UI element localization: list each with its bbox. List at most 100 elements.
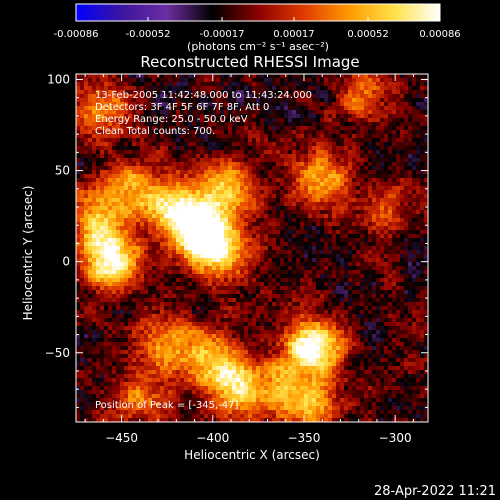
heatmap-cell	[420, 126, 425, 131]
heatmap-cell	[80, 158, 85, 163]
heatmap-cell	[96, 90, 101, 95]
heatmap-cell	[304, 138, 309, 143]
heatmap-cell	[100, 126, 105, 131]
heatmap-cell	[292, 238, 297, 243]
heatmap-cell	[172, 126, 177, 131]
heatmap-cell	[180, 238, 185, 243]
colorbar-tick-label: -0.00052	[125, 29, 170, 40]
heatmap-cell	[160, 210, 165, 215]
heatmap-cell	[348, 210, 353, 215]
heatmap-cell	[104, 134, 109, 139]
heatmap-cell	[124, 182, 129, 187]
heatmap-cell	[376, 158, 381, 163]
heatmap-cell	[360, 134, 365, 139]
heatmap-cell	[176, 110, 181, 115]
heatmap-cell	[184, 138, 189, 143]
heatmap-cell	[228, 190, 233, 195]
heatmap-cell	[92, 146, 97, 151]
heatmap-cell	[100, 194, 105, 199]
heatmap-cell	[412, 174, 417, 179]
heatmap-cell	[76, 218, 81, 223]
heatmap-cell	[84, 146, 89, 151]
heatmap-cell	[148, 238, 153, 243]
heatmap-cell	[84, 270, 89, 275]
heatmap-cell	[396, 122, 401, 127]
heatmap-cell	[260, 214, 265, 219]
heatmap-cell	[108, 150, 113, 155]
heatmap-cell	[420, 166, 425, 171]
heatmap-cell	[100, 238, 105, 243]
heatmap-cell	[168, 166, 173, 171]
heatmap-cell	[224, 102, 229, 107]
heatmap-cell	[248, 194, 253, 199]
heatmap-cell	[264, 158, 269, 163]
heatmap-cell	[296, 286, 301, 291]
heatmap-cell	[92, 278, 97, 283]
heatmap-cell	[88, 194, 93, 199]
heatmap-cell	[276, 250, 281, 255]
heatmap-cell	[152, 114, 157, 119]
heatmap-cell	[228, 206, 233, 211]
heatmap-cell	[156, 262, 161, 267]
heatmap-cell	[276, 214, 281, 219]
heatmap-cell	[360, 90, 365, 95]
heatmap-cell	[184, 278, 189, 283]
heatmap-cell	[300, 282, 305, 287]
heatmap-cell	[304, 122, 309, 127]
heatmap-cell	[144, 138, 149, 143]
heatmap-cell	[408, 94, 413, 99]
heatmap-cell	[424, 142, 428, 147]
heatmap-cell	[216, 258, 221, 263]
heatmap-cell	[260, 142, 265, 147]
heatmap-cell	[96, 262, 101, 267]
heatmap-cell	[420, 278, 425, 283]
heatmap-cell	[296, 182, 301, 187]
heatmap-cell	[96, 270, 101, 275]
heatmap-cell	[84, 182, 89, 187]
heatmap-cell	[216, 162, 221, 167]
heatmap-cell	[116, 254, 121, 259]
heatmap-cell	[76, 230, 81, 235]
heatmap-cell	[388, 230, 393, 235]
heatmap-cell	[212, 250, 217, 255]
heatmap-cell	[284, 246, 289, 251]
heatmap-cell	[224, 278, 229, 283]
heatmap-cell	[400, 74, 405, 79]
heatmap-cell	[164, 234, 169, 239]
heatmap-cell	[160, 242, 165, 247]
heatmap-cell	[384, 262, 389, 267]
heatmap-cell	[96, 158, 101, 163]
heatmap-cell	[376, 278, 381, 283]
heatmap-cell	[200, 206, 205, 211]
heatmap-cell	[156, 198, 161, 203]
heatmap-cell	[228, 174, 233, 179]
heatmap-cell	[304, 258, 309, 263]
heatmap-cell	[288, 270, 293, 275]
heatmap-cell	[380, 94, 385, 99]
heatmap-cell	[328, 94, 333, 99]
heatmap-cell	[80, 154, 85, 159]
heatmap-cell	[336, 106, 341, 111]
heatmap-cell	[276, 94, 281, 99]
heatmap-cell	[392, 166, 397, 171]
heatmap-cell	[196, 254, 201, 259]
heatmap-cell	[176, 254, 181, 259]
heatmap-cell	[168, 270, 173, 275]
heatmap-cell	[252, 242, 257, 247]
heatmap-cell	[180, 210, 185, 215]
heatmap-cell	[368, 294, 373, 299]
heatmap-cell	[80, 174, 85, 179]
heatmap-cell	[172, 86, 177, 91]
heatmap-cell	[396, 86, 401, 91]
heatmap-cell	[192, 246, 197, 251]
heatmap-cell	[348, 250, 353, 255]
heatmap-cell	[276, 270, 281, 275]
heatmap-cell	[260, 194, 265, 199]
heatmap-cell	[176, 174, 181, 179]
heatmap-cell	[136, 198, 141, 203]
heatmap-cell	[96, 162, 101, 167]
heatmap-cell	[316, 278, 321, 283]
heatmap-cell	[308, 174, 313, 179]
heatmap-cell	[364, 270, 369, 275]
heatmap-cell	[220, 122, 225, 127]
